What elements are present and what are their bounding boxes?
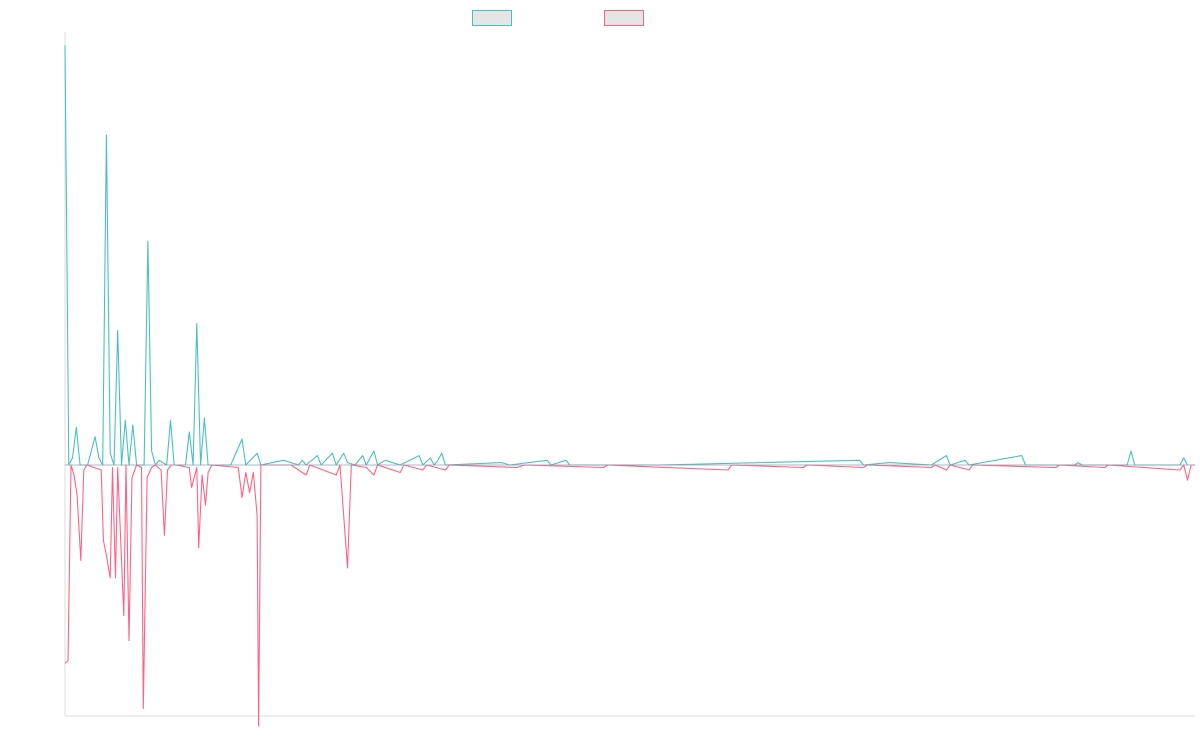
series-line-1 <box>64 45 1188 466</box>
plot-area <box>64 32 1195 727</box>
legend[interactable] <box>472 10 644 26</box>
legend-swatch-2[interactable] <box>604 10 644 26</box>
series-line-2 <box>64 464 1195 727</box>
legend-swatch-1[interactable] <box>472 10 512 26</box>
